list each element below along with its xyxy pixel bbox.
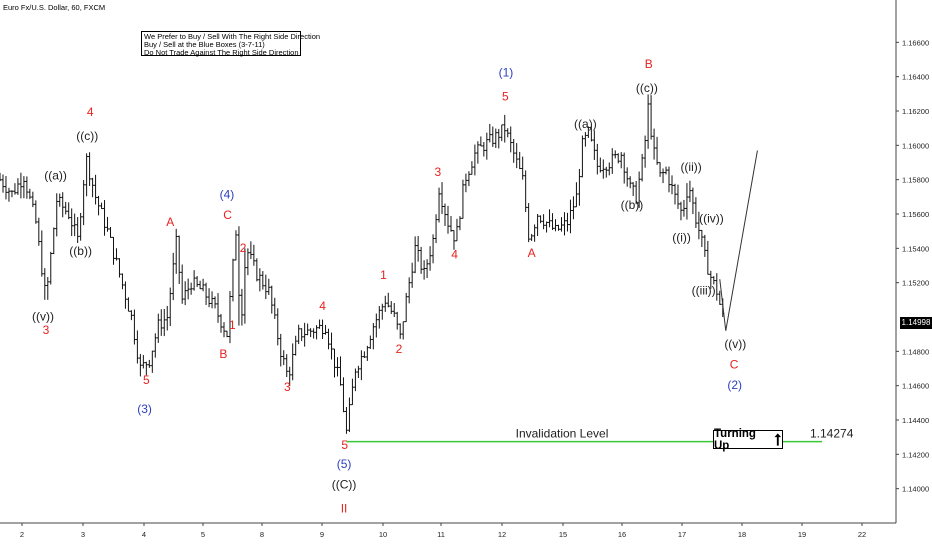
wave-label: 2 [396,342,403,356]
projection-line [719,150,758,331]
invalidation-label: Invalidation Level [516,427,609,441]
wave-label: 3 [284,380,291,394]
x-tick-label: 9 [320,530,324,539]
wave-label: ((v)) [32,309,54,323]
wave-label: 4 [319,299,326,313]
wave-label: ((C)) [332,478,357,492]
note-line-3: Do Not Trade Against The Right Side Dire… [144,48,299,57]
wave-label: (5) [337,457,352,471]
y-tick-label: 1.16000 [902,141,929,150]
wave-label: ((iv)) [699,212,724,226]
wave-label: ((b)) [69,244,92,258]
x-tick-label: 2 [20,530,24,539]
x-tick-label: 18 [738,530,746,539]
wave-label: 3 [43,323,50,337]
wave-label: 4 [451,248,458,262]
wave-label: (3) [137,402,152,416]
wave-label: A [528,246,536,260]
x-tick-label: 10 [379,530,387,539]
note-line-2: Buy / Sell at the Blue Boxes (3-7-11) [144,40,265,49]
wave-label: 5 [341,438,348,452]
note-line-1: We Prefer to Buy / Sell With The Right S… [144,32,321,41]
y-tick-label: 1.16600 [902,38,929,47]
wave-label: C [730,358,739,372]
invalidation-value: 1.14274 [810,427,854,441]
wave-label: 5 [143,373,150,387]
y-tick-label: 1.15800 [902,176,929,185]
wave-label: A [166,215,174,229]
wave-label: ((c)) [76,129,98,143]
x-tick-label: 19 [798,530,806,539]
x-tick-label: 17 [678,530,686,539]
wave-label: (2) [727,378,742,392]
wave-label: 1 [380,268,387,282]
y-tick-label: 1.15400 [902,244,929,253]
wave-label: B [219,347,227,361]
y-tick-label: 1.15200 [902,279,929,288]
x-tick-label: 3 [81,530,85,539]
x-tick-label: 22 [858,530,866,539]
turning-up-label: Turning Up [714,427,756,452]
x-tick-label: 5 [201,530,205,539]
axes: 1.16600 1.16400 1.16200 1.16000 1.15800 1.156… [0,0,929,539]
wave-label: 3 [435,165,442,179]
y-tick-label: 1.15600 [902,210,929,219]
wave-label: C [223,208,232,222]
y-tick-label: 1.14600 [902,382,929,391]
y-tick-label: 1.14200 [902,450,929,459]
y-tick-label: 1.16400 [902,73,929,82]
wave-label: 2 [240,241,247,255]
x-tick-label: 15 [559,530,567,539]
wave-label: (4) [220,188,235,202]
wave-label: B [645,57,653,71]
x-tick-label: 12 [498,530,506,539]
y-tick-label: 1.14800 [902,347,929,356]
projection-path [719,150,758,331]
last-price-tag: 1.14998 [900,317,932,329]
x-tick-label: 11 [437,530,445,539]
wave-label: ((a)) [574,117,597,131]
x-tick-label: 8 [260,530,264,539]
wave-label: ((b)) [621,198,644,212]
wave-label: ((ii)) [680,160,701,174]
turning-up-badge: Turning Up [713,427,783,452]
y-tick-label: 1.14400 [902,416,929,425]
wave-label: ((c)) [636,81,658,95]
wave-label: ((iii)) [692,284,716,298]
wave-label: ((v)) [724,337,746,351]
x-tick-label: 16 [618,530,626,539]
wave-label: (1) [499,66,514,80]
arrow-up-icon [774,433,782,446]
wave-label: 4 [87,105,94,119]
wave-label: II [341,502,348,516]
symbol-title: Euro Fx/U.S. Dollar, 60, FXCM [3,3,106,12]
y-tick-label: 1.14000 [902,485,929,494]
price-bars [0,94,725,434]
wave-label: 5 [502,90,509,104]
strategy-note-box: We Prefer to Buy / Sell With The Right S… [141,31,321,57]
wave-label: ((a)) [44,169,67,183]
wave-label: 1 [229,318,236,332]
y-tick-label: 1.16200 [902,107,929,116]
wave-labels: ((v))3((a))((b))((c))45(3)A(4)C21B345(5)… [32,57,746,516]
wave-label: ((i)) [672,230,691,244]
x-tick-label: 4 [142,530,146,539]
